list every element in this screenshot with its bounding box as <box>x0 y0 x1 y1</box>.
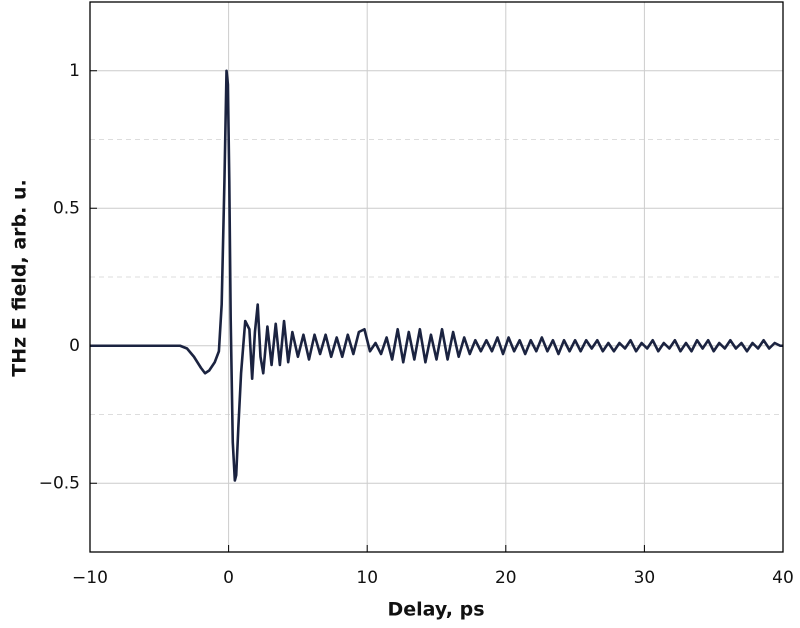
y-axis-label: THz E field, arb. u. <box>9 179 31 376</box>
y-tick-label: 1 <box>69 61 80 81</box>
x-axis-label: Delay, ps <box>387 599 484 621</box>
x-tick-label: 30 <box>634 568 656 588</box>
plot-frame <box>89 1 784 553</box>
x-tick-label: 20 <box>495 568 517 588</box>
data-line <box>90 69 783 482</box>
x-tick-label: 10 <box>356 568 378 588</box>
y-tick-label: 0.5 <box>53 198 80 218</box>
y-tick-label: −0.5 <box>39 473 80 493</box>
x-tick-label: −10 <box>72 568 108 588</box>
x-tick-label: 0 <box>223 568 234 588</box>
x-tick-label: 40 <box>772 568 794 588</box>
y-tick-label: 0 <box>69 336 80 356</box>
